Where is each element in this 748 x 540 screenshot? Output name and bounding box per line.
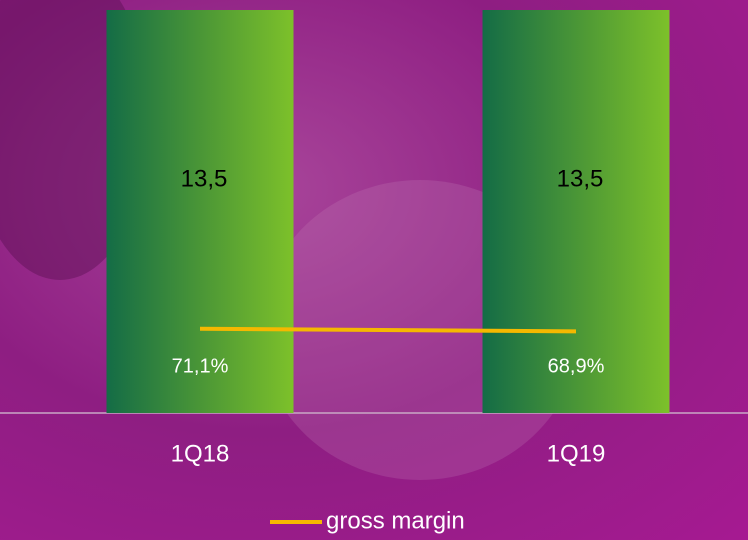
bar	[107, 10, 294, 413]
bar-value-label: 13,5	[181, 165, 228, 192]
x-tick-label: 1Q18	[171, 440, 230, 467]
chart: 1Q18 1Q19 13,5 13,5 71,1% 68,9% gross margin	[0, 0, 748, 540]
line-value-label: 71,1%	[172, 355, 229, 377]
legend-label: gross margin	[326, 507, 465, 534]
bar-value-label: 13,5	[557, 165, 604, 192]
line	[200, 329, 576, 332]
page: 1Q181Q1913,513,571,1%68,9% gross margin …	[0, 0, 748, 540]
line-value-label: 68,9%	[548, 355, 605, 377]
x-tick-label: 1Q19	[547, 440, 606, 467]
bar	[483, 10, 670, 413]
